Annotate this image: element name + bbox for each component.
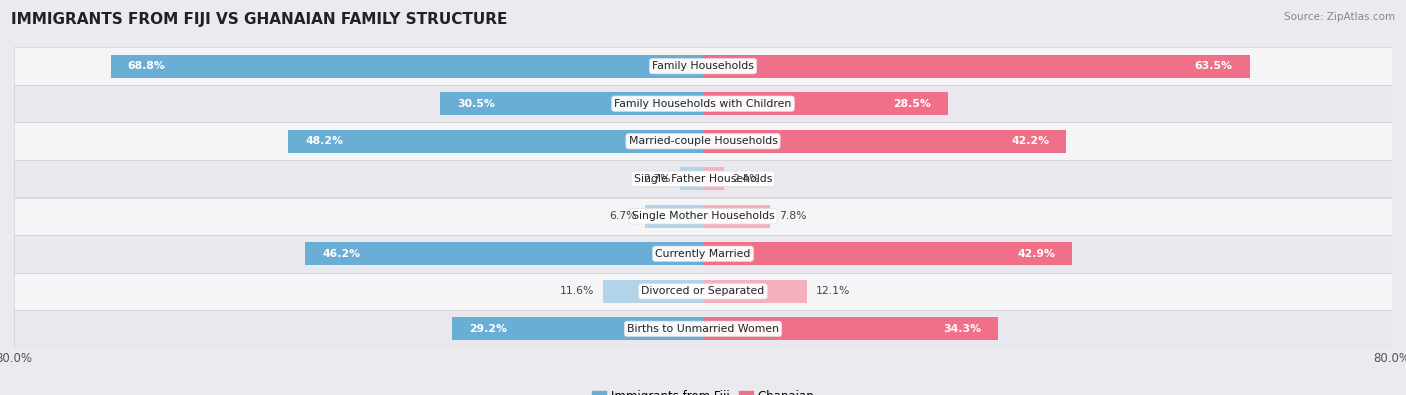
Text: Source: ZipAtlas.com: Source: ZipAtlas.com bbox=[1284, 12, 1395, 22]
Text: Single Mother Households: Single Mother Households bbox=[631, 211, 775, 221]
Bar bbox=[440, 92, 703, 115]
Bar bbox=[679, 167, 703, 190]
Bar bbox=[14, 47, 1392, 85]
Bar bbox=[451, 317, 703, 340]
Text: Family Households: Family Households bbox=[652, 61, 754, 71]
Bar bbox=[703, 242, 1073, 265]
Text: 63.5%: 63.5% bbox=[1195, 61, 1233, 71]
Bar bbox=[14, 122, 1392, 160]
Text: 42.2%: 42.2% bbox=[1011, 136, 1049, 146]
Text: 48.2%: 48.2% bbox=[305, 136, 343, 146]
Text: 28.5%: 28.5% bbox=[893, 99, 931, 109]
Text: 30.5%: 30.5% bbox=[457, 99, 495, 109]
Bar bbox=[703, 205, 770, 228]
Text: 2.4%: 2.4% bbox=[733, 174, 759, 184]
Bar bbox=[703, 92, 949, 115]
Text: 68.8%: 68.8% bbox=[128, 61, 166, 71]
Text: 6.7%: 6.7% bbox=[609, 211, 637, 221]
Bar bbox=[14, 198, 1392, 235]
Bar bbox=[703, 317, 998, 340]
Text: 2.7%: 2.7% bbox=[644, 174, 671, 184]
Text: 42.9%: 42.9% bbox=[1017, 249, 1056, 259]
Bar bbox=[603, 280, 703, 303]
Text: 34.3%: 34.3% bbox=[943, 324, 981, 334]
Bar bbox=[14, 85, 1392, 122]
Bar bbox=[703, 55, 1250, 78]
Bar bbox=[14, 273, 1392, 310]
Text: 12.1%: 12.1% bbox=[815, 286, 851, 296]
Text: Single Father Households: Single Father Households bbox=[634, 174, 772, 184]
Legend: Immigrants from Fiji, Ghanaian: Immigrants from Fiji, Ghanaian bbox=[586, 385, 820, 395]
Bar bbox=[14, 235, 1392, 273]
Bar bbox=[111, 55, 703, 78]
Text: Divorced or Separated: Divorced or Separated bbox=[641, 286, 765, 296]
Bar bbox=[14, 160, 1392, 198]
Bar bbox=[14, 310, 1392, 348]
Bar bbox=[703, 280, 807, 303]
Text: 7.8%: 7.8% bbox=[779, 211, 806, 221]
Text: Family Households with Children: Family Households with Children bbox=[614, 99, 792, 109]
Text: IMMIGRANTS FROM FIJI VS GHANAIAN FAMILY STRUCTURE: IMMIGRANTS FROM FIJI VS GHANAIAN FAMILY … bbox=[11, 12, 508, 27]
Text: 29.2%: 29.2% bbox=[468, 324, 506, 334]
Text: Currently Married: Currently Married bbox=[655, 249, 751, 259]
Text: 46.2%: 46.2% bbox=[322, 249, 360, 259]
Bar bbox=[703, 167, 724, 190]
Bar bbox=[288, 130, 703, 153]
Text: Married-couple Households: Married-couple Households bbox=[628, 136, 778, 146]
Text: Births to Unmarried Women: Births to Unmarried Women bbox=[627, 324, 779, 334]
Bar bbox=[645, 205, 703, 228]
Text: 11.6%: 11.6% bbox=[560, 286, 595, 296]
Bar bbox=[703, 130, 1066, 153]
Bar bbox=[305, 242, 703, 265]
